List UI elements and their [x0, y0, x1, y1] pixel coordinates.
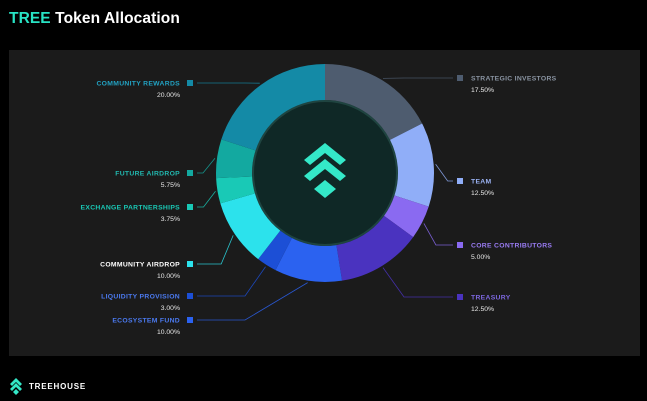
- donut-inner-ring: [252, 100, 398, 246]
- slice-label: TREASURY: [471, 295, 511, 302]
- leader-line: [382, 267, 453, 298]
- slice-value-label: 12.50%: [471, 190, 494, 197]
- slice-community-rewards: [221, 64, 325, 151]
- legend-swatch: [187, 317, 193, 323]
- page-title: TREE Token Allocation: [9, 10, 180, 28]
- slice-label: STRATEGIC INVESTORS: [471, 76, 557, 83]
- leader-line: [197, 266, 266, 297]
- slice-label: COMMUNITY AIRDROP: [100, 262, 180, 269]
- leader-line: [197, 190, 216, 208]
- legend-swatch: [457, 294, 463, 300]
- legend-swatch: [457, 242, 463, 248]
- slice-future-airdrop: [216, 139, 256, 179]
- title-text: Token Allocation: [55, 10, 180, 27]
- legend-entry-community-rewards: COMMUNITY REWARDS 20.00%: [96, 80, 260, 99]
- legend-entry-ecosystem-fund: ECOSYSTEM FUND 10.00%: [112, 282, 308, 336]
- slice-ecosystem-fund: [275, 238, 343, 282]
- slice-value-label: 5.75%: [161, 182, 180, 189]
- slice-exchange-partnerships: [216, 176, 255, 204]
- slice-value-label: 20.00%: [157, 92, 180, 99]
- legend-swatch: [187, 261, 193, 267]
- token-allocation-donut-chart: STRATEGIC INVESTORS 17.50% TEAM 12.50% CORE …: [81, 64, 557, 336]
- slice-value-label: 3.75%: [161, 216, 180, 223]
- brand-footer: TREEHOUSE: [9, 376, 86, 396]
- legend-swatch: [457, 75, 463, 81]
- slice-core-contributors: [384, 195, 429, 238]
- legend-entry-treasury: TREASURY 12.50%: [382, 267, 511, 313]
- slice-treasury: [336, 215, 414, 281]
- donut-core: [252, 100, 398, 246]
- legend-swatch: [187, 170, 193, 176]
- legend-entry-future-airdrop: FUTURE AIRDROP 5.75%: [115, 157, 216, 189]
- slice-liquidity-provision: [258, 230, 292, 271]
- legend-entry-core-contributors: CORE CONTRIBUTORS 5.00%: [423, 223, 552, 261]
- slice-value-label: 5.00%: [471, 254, 490, 261]
- slice-team: [390, 123, 435, 207]
- slice-value-label: 3.00%: [161, 305, 180, 312]
- slice-label: LIQUIDITY PROVISION: [101, 294, 180, 301]
- slice-value-label: 12.50%: [471, 306, 494, 313]
- leader-line: [197, 157, 216, 174]
- slice-label: TEAM: [471, 179, 491, 186]
- slice-strategic-investors: [325, 64, 423, 140]
- center-logo-icon: [304, 143, 346, 198]
- slice-value-label: 10.00%: [157, 329, 180, 336]
- slice-label: ECOSYSTEM FUND: [112, 318, 180, 325]
- legend-entry-strategic-investors: STRATEGIC INVESTORS 17.50%: [382, 75, 557, 94]
- leader-line: [197, 282, 308, 321]
- legend-swatch: [187, 293, 193, 299]
- leader-line: [423, 223, 453, 246]
- slice-label: CORE CONTRIBUTORS: [471, 243, 552, 250]
- legend-swatch: [187, 204, 193, 210]
- title-accent: TREE: [9, 10, 51, 27]
- slice-label: FUTURE AIRDROP: [115, 171, 180, 178]
- slice-label: COMMUNITY REWARDS: [96, 81, 180, 88]
- legend-entry-community-airdrop: COMMUNITY AIRDROP 10.00%: [100, 235, 234, 280]
- legend-entry-liquidity-provision: LIQUIDITY PROVISION 3.00%: [101, 266, 266, 312]
- chart-panel: STRATEGIC INVESTORS 17.50% TEAM 12.50% CORE …: [9, 50, 640, 356]
- slice-community-airdrop: [220, 193, 281, 260]
- slice-label: EXCHANGE PARTNERSHIPS: [81, 205, 181, 212]
- leader-line: [435, 164, 453, 182]
- treehouse-logo-icon: [10, 378, 22, 395]
- legend-swatch: [457, 178, 463, 184]
- legend-swatch: [187, 80, 193, 86]
- leader-line: [197, 235, 234, 265]
- slice-value-label: 17.50%: [471, 87, 494, 94]
- slice-value-label: 10.00%: [157, 273, 180, 280]
- legend-entry-team: TEAM 12.50%: [435, 164, 494, 197]
- brand-name: TREEHOUSE: [29, 381, 86, 391]
- legend-entry-exchange-partnerships: EXCHANGE PARTNERSHIPS 3.75%: [81, 190, 216, 223]
